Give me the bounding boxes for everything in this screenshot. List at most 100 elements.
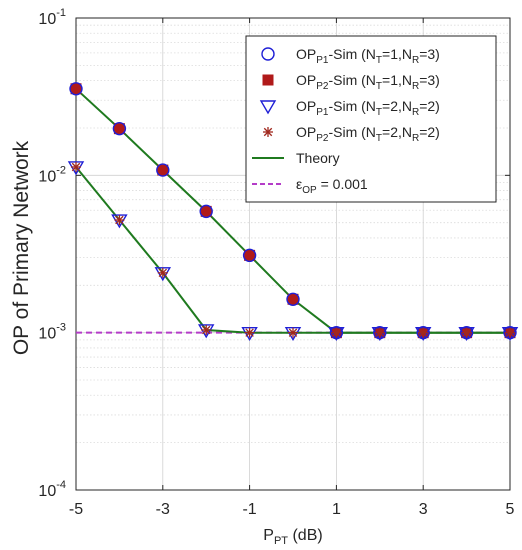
legend-threshold-sub: OP <box>302 185 317 196</box>
marker-asterisk <box>244 327 255 338</box>
marker-circle <box>242 248 257 263</box>
marker-asterisk-stroke <box>71 162 81 172</box>
legend-post: =3) <box>419 72 440 88</box>
legend-marker-asterisk-stroke <box>263 127 273 137</box>
legend-entry: OPP2-Sim (NT=1,NR=3) <box>296 72 440 92</box>
marker-asterisk-stroke <box>201 325 211 335</box>
legend-pre: OP <box>296 46 316 62</box>
marker-asterisk <box>331 327 342 338</box>
legend-sub: P1 <box>316 55 329 66</box>
legend-sub: R <box>412 133 419 144</box>
axes: 10-410-310-210-1-5 -3 -1 1 3 5 <box>38 7 514 518</box>
x-tick-label: 5 <box>506 501 515 518</box>
legend-sub: R <box>412 55 419 66</box>
marker-asterisk <box>505 327 515 338</box>
marker-asterisk <box>71 161 81 172</box>
marker-circle <box>199 204 213 219</box>
legend-mid: =1,N <box>382 72 412 88</box>
marker-asterisk-stroke <box>375 328 385 337</box>
legend-sub: R <box>412 81 419 92</box>
marker-circle <box>69 82 83 96</box>
marker-asterisk <box>374 327 385 338</box>
x-tick-label: -1 <box>242 501 256 518</box>
legend-post: =2) <box>419 124 440 140</box>
x-axis-label-main: P <box>263 527 274 544</box>
x-tick-label: -3 <box>156 501 170 518</box>
legend-mid: =2,N <box>382 124 412 140</box>
plot-frame <box>75 17 511 491</box>
marker-asterisk <box>288 327 298 338</box>
legend-sub: T <box>376 107 382 118</box>
y-tick-label-base: 10 <box>38 168 56 185</box>
y-tick-label-exponent: -4 <box>56 479 66 491</box>
marker-circle <box>112 121 127 136</box>
legend-pre: OP <box>296 98 316 114</box>
marker-circle <box>286 292 300 306</box>
y-tick-label: 10-1 <box>38 7 66 28</box>
x-axis-label-unit: (dB) <box>288 527 323 544</box>
marker-circle <box>156 163 170 177</box>
legend-entry: OPP2-Sim (NT=2,NR=2) <box>296 124 440 144</box>
marker-asterisk-stroke <box>115 215 124 225</box>
legend-sub: T <box>376 81 382 92</box>
y-tick-label-base: 10 <box>38 11 56 28</box>
x-tick-label: -5 <box>69 501 83 518</box>
y-tick-label-exponent: -1 <box>56 7 66 19</box>
legend-sub: P1 <box>316 107 329 118</box>
legend-pre: OP <box>296 124 316 140</box>
legend-post: =2) <box>419 98 440 114</box>
y-axis-label: OP of Primary Network <box>10 140 33 355</box>
marker-square <box>287 293 299 305</box>
legend-marker-circle <box>261 47 275 61</box>
legend-marker-asterisk <box>263 127 273 137</box>
legend-theory-label: Theory <box>296 150 340 166</box>
y-tick-label-exponent: -3 <box>56 322 66 334</box>
marker-asterisk-stroke <box>505 328 515 337</box>
y-tick-label-exponent: -2 <box>56 164 66 176</box>
x-axis-label: PPT (dB) <box>263 527 322 547</box>
y-tick-label-base: 10 <box>38 326 56 343</box>
marker-asterisk <box>461 327 472 338</box>
legend-sub: R <box>412 107 419 118</box>
marker-square <box>113 123 125 135</box>
legend-box <box>245 35 497 203</box>
marker-asterisk <box>157 267 168 278</box>
legend-marker-square <box>262 74 274 86</box>
legend-mid: -Sim (N <box>328 98 375 114</box>
y-axis-label-group: OP of Primary Network <box>10 140 33 355</box>
y-tick-label: 10-3 <box>38 322 66 343</box>
legend-mid: -Sim (N <box>328 72 375 88</box>
legend-sub: P2 <box>316 81 329 92</box>
marker-asterisk <box>201 324 212 335</box>
marker-square <box>244 249 256 261</box>
legend-threshold-label: εOP = 0.001 <box>296 176 368 196</box>
legend-pre: OP <box>296 72 316 88</box>
marker-asterisk-stroke <box>245 328 254 337</box>
legend: OPP1-Sim (NT=1,NR=3)OPP2-Sim (NT=1,NR=3)… <box>245 35 497 203</box>
legend-threshold-pre: ε <box>296 176 302 192</box>
y-tick-label: 10-2 <box>38 164 66 185</box>
marker-asterisk-stroke <box>288 328 298 337</box>
marker-asterisk <box>114 215 125 226</box>
x-tick-label: 3 <box>419 501 428 518</box>
legend-threshold-post: = 0.001 <box>317 176 368 192</box>
y-tick-label: 10-4 <box>38 479 66 500</box>
legend-entry: OPP1-Sim (NT=1,NR=3) <box>296 46 440 66</box>
x-axis-label-sub: PT <box>274 535 288 547</box>
marker-square <box>200 205 212 217</box>
legend-mid: =2,N <box>382 98 412 114</box>
series-markers <box>67 82 519 342</box>
x-tick-label: 1 <box>332 501 341 518</box>
marker-square <box>70 83 82 95</box>
legend-mid: -Sim (N <box>328 124 375 140</box>
legend-sub: P2 <box>316 133 329 144</box>
marker-asterisk-stroke <box>418 328 428 337</box>
legend-sub: T <box>376 55 382 66</box>
marker-asterisk <box>418 327 429 338</box>
legend-post: =3) <box>419 46 440 62</box>
marker-asterisk-stroke <box>332 328 341 337</box>
legend-sub: T <box>376 133 382 144</box>
legend-mid: =1,N <box>382 46 412 62</box>
legend-mid: -Sim (N <box>328 46 375 62</box>
